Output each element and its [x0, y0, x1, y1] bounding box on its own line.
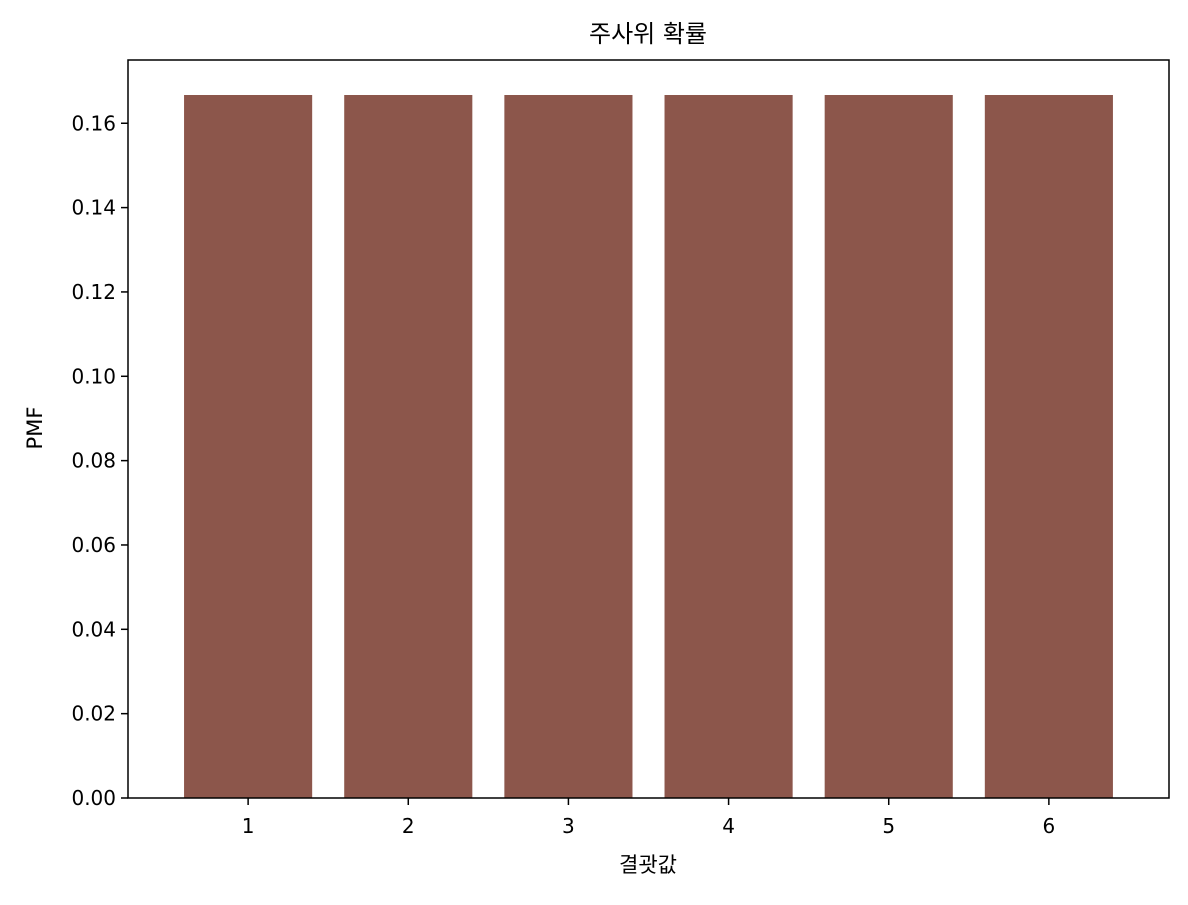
- y-tick-label: 0.02: [71, 702, 116, 726]
- x-axis-ticks: 1 2 3 4 5 6: [242, 798, 1055, 838]
- x-tick-label: 3: [562, 814, 575, 838]
- x-tick-label: 2: [402, 814, 415, 838]
- y-tick-label: 0.14: [71, 196, 116, 220]
- y-axis-ticks: 0.00 0.02 0.04 0.06 0.08 0.10 0.12 0.14 0.16: [71, 111, 128, 810]
- y-tick-label: 0.08: [71, 449, 116, 473]
- x-tick-label: 6: [1043, 814, 1056, 838]
- y-tick-label: 0.06: [71, 533, 116, 557]
- x-axis-label: 결괏값: [619, 853, 677, 877]
- plot-area-frame: [127, 59, 1170, 799]
- bar-4: [664, 95, 793, 798]
- y-axis-label: PMF: [23, 407, 47, 450]
- bar-1: [184, 95, 313, 798]
- y-tick-label: 0.10: [71, 364, 116, 388]
- bars-group: [184, 95, 1113, 798]
- x-tick-label: 5: [882, 814, 895, 838]
- x-tick-label: 1: [242, 814, 255, 838]
- x-tick-label: 4: [722, 814, 735, 838]
- chart-title: 주사위 확률: [589, 20, 707, 48]
- y-tick-label: 0.04: [71, 617, 116, 641]
- y-tick-label: 0.00: [71, 786, 116, 810]
- bar-3: [504, 95, 633, 798]
- bar-6: [984, 95, 1113, 798]
- y-tick-label: 0.16: [71, 111, 116, 135]
- y-tick-label: 0.12: [71, 280, 116, 304]
- bar-5: [824, 95, 953, 798]
- bar-2: [344, 95, 473, 798]
